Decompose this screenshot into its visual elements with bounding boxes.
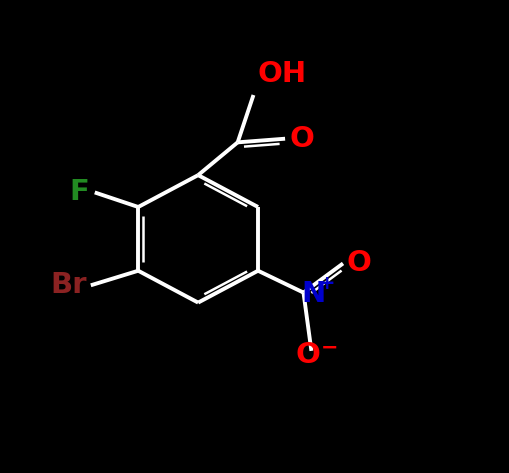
Text: −: −	[321, 337, 338, 357]
Text: OH: OH	[257, 60, 306, 88]
Text: +: +	[318, 274, 334, 293]
Text: O: O	[289, 125, 314, 153]
Text: N: N	[301, 280, 325, 308]
Text: F: F	[69, 178, 89, 206]
Text: O: O	[346, 249, 371, 278]
Text: O: O	[294, 341, 319, 368]
Text: Br: Br	[50, 272, 87, 299]
